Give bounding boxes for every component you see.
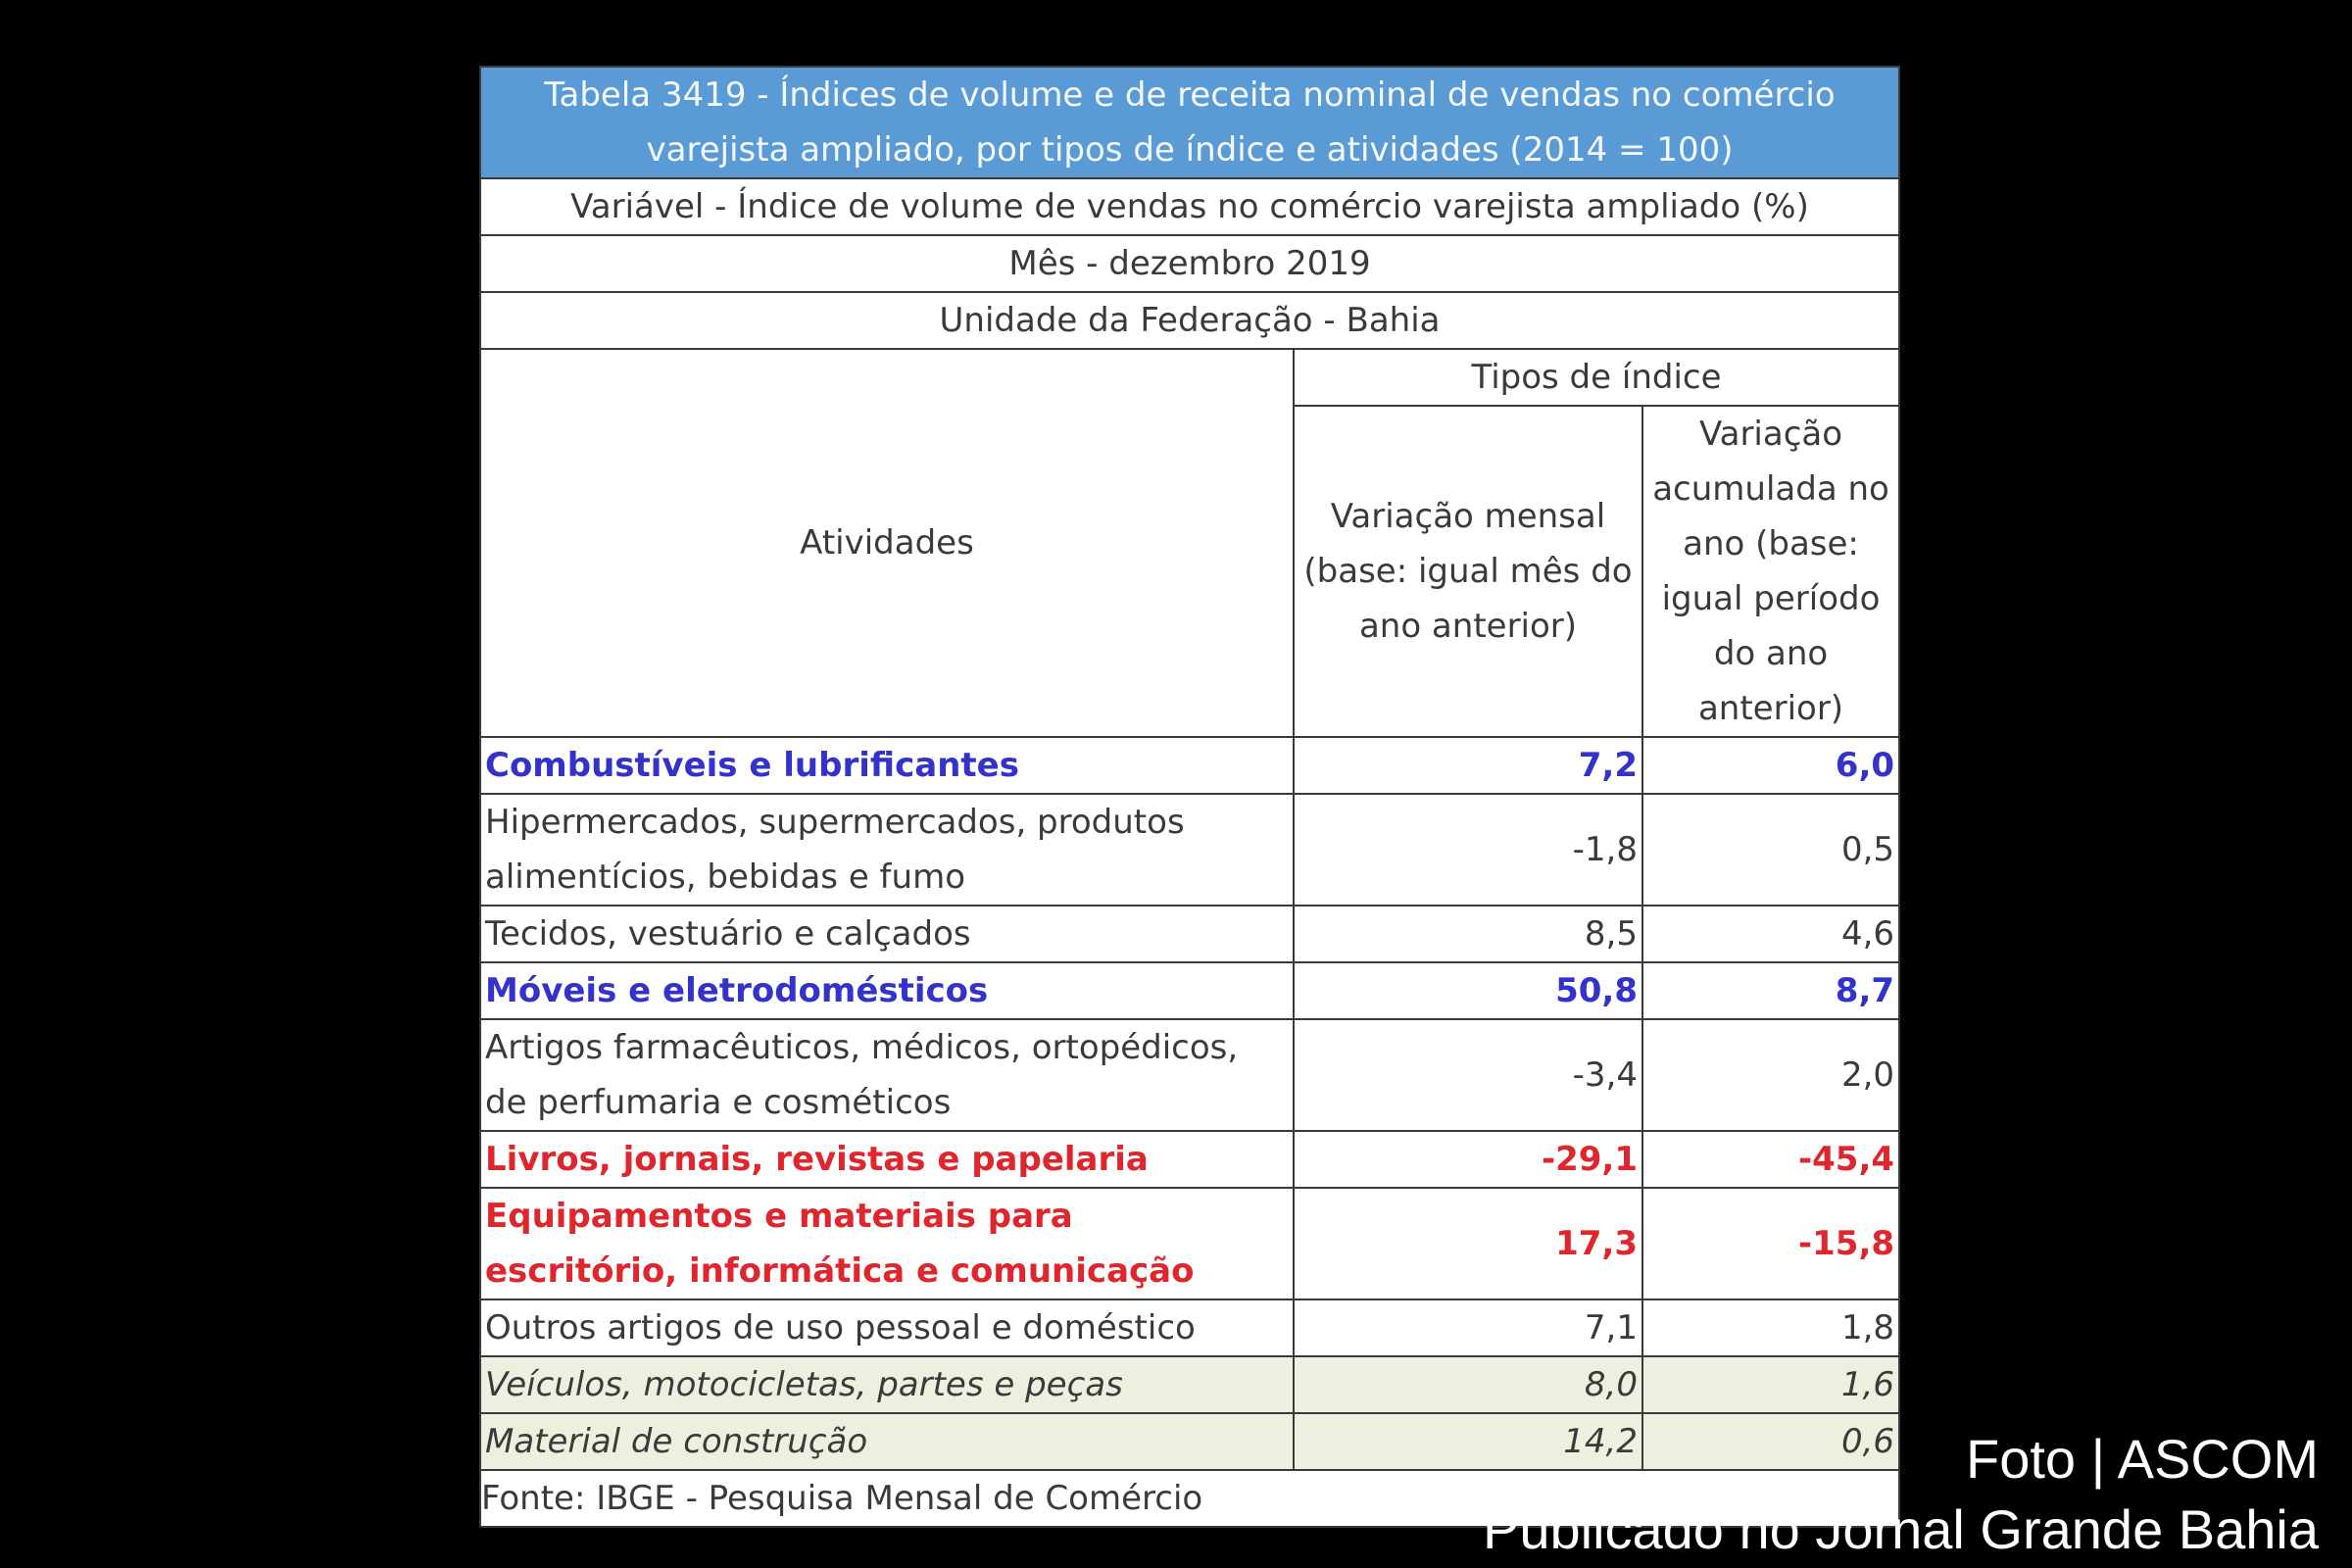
month-label: Mês - dezembro 2019 [478,234,1901,293]
table-row: Material de construção 14,2 0,6 [479,1412,1901,1471]
source-row: Fonte: IBGE - Pesquisa Mensal de Comérci… [478,1469,1901,1528]
accumulated-value: -15,8 [1641,1187,1901,1300]
accumulated-value: 2,0 [1641,1018,1901,1132]
table-row: Hipermercados, supermercados, produtos a… [479,793,1901,906]
accumulated-value: 8,7 [1641,961,1901,1020]
monthly-value: -1,8 [1293,793,1643,906]
activity-label: Material de construção [479,1412,1295,1471]
unit-label: Unidade da Federação - Bahia [478,291,1901,350]
activity-label: Hipermercados, supermercados, produtos a… [479,793,1295,906]
table-title: Tabela 3419 - Índices de volume e de rec… [478,66,1901,179]
activity-label: Livros, jornais, revistas e papelaria [479,1130,1295,1189]
activity-label: Móveis e eletrodomésticos [479,961,1295,1020]
monthly-value: -29,1 [1293,1130,1643,1189]
table-row: Veículos, motocicletas, partes e peças 8… [479,1355,1901,1414]
activities-header: Atividades [479,348,1295,738]
month-row: Mês - dezembro 2019 [478,234,1901,293]
monthly-value: 8,5 [1293,905,1643,963]
monthly-value: 17,3 [1293,1187,1643,1300]
monthly-value: 14,2 [1293,1412,1643,1471]
sales-index-table: Tabela 3419 - Índices de volume e de rec… [478,66,1901,1528]
accumulated-value: 4,6 [1641,905,1901,963]
accumulated-value: 1,6 [1641,1355,1901,1414]
table-row: Móveis e eletrodomésticos 50,8 8,7 [479,961,1901,1020]
variable-label: Variável - Índice de volume de vendas no… [478,177,1901,236]
table-title-row: Tabela 3419 - Índices de volume e de rec… [478,66,1901,179]
monthly-variation-header: Variação mensal (base: igual mês do ano … [1293,405,1643,738]
header-row-top: Atividades Tipos de índice [479,348,1901,738]
monthly-value: -3,4 [1293,1018,1643,1132]
source-note: Fonte: IBGE - Pesquisa Mensal de Comérci… [478,1469,1901,1528]
accumulated-value: 6,0 [1641,736,1901,795]
accumulated-value: 0,6 [1641,1412,1901,1471]
index-types-header: Tipos de índice [1292,348,1901,407]
publication-credit: Publicado no Jornal Grande Bahia [1482,1498,2319,1560]
accumulated-value: 0,5 [1641,793,1901,906]
monthly-value: 7,2 [1293,736,1643,795]
monthly-value: 7,1 [1293,1298,1643,1357]
activity-label: Equipamentos e materiais para escritório… [479,1187,1295,1300]
table-row: Livros, jornais, revistas e papelaria -2… [479,1130,1901,1189]
photo-credit: Foto | ASCOM [1966,1428,2319,1490]
activity-label: Outros artigos de uso pessoal e doméstic… [479,1298,1295,1357]
table-row: Combustíveis e lubrificantes 7,2 6,0 [479,736,1901,795]
monthly-value: 8,0 [1293,1355,1643,1414]
table-row: Outros artigos de uso pessoal e doméstic… [479,1298,1901,1357]
variable-row: Variável - Índice de volume de vendas no… [478,177,1901,236]
activity-label: Tecidos, vestuário e calçados [479,905,1295,963]
accumulated-variation-header: Variação acumulada no ano (base: igual p… [1641,405,1901,738]
accumulated-value: -45,4 [1641,1130,1901,1189]
activity-label: Artigos farmacêuticos, médicos, ortopédi… [479,1018,1295,1132]
activity-label: Veículos, motocicletas, partes e peças [479,1355,1295,1414]
table-row: Equipamentos e materiais para escritório… [479,1187,1901,1300]
monthly-value: 50,8 [1293,961,1643,1020]
activity-label: Combustíveis e lubrificantes [479,736,1295,795]
unit-row: Unidade da Federação - Bahia [478,291,1901,350]
header-row-bottom: Variação mensal (base: igual mês do ano … [480,405,1901,738]
table-row: Tecidos, vestuário e calçados 8,5 4,6 [479,905,1901,963]
sales-index-table-image: Tabela 3419 - Índices de volume e de rec… [478,66,1901,1528]
accumulated-value: 1,8 [1641,1298,1901,1357]
table-row: Artigos farmacêuticos, médicos, ortopédi… [479,1018,1901,1132]
